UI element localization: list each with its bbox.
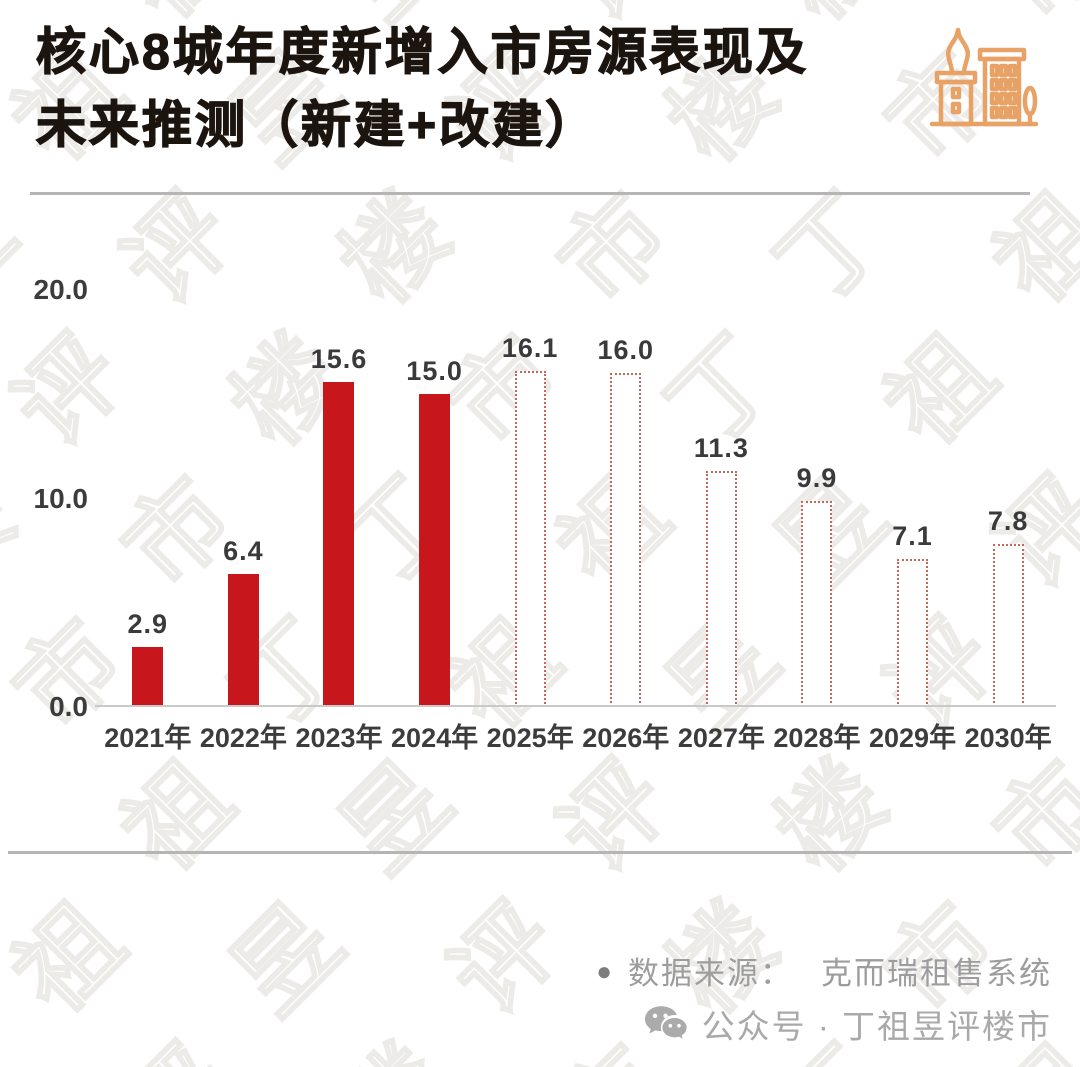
header-divider (30, 192, 1030, 195)
wechat-account-label: 公众号 · 丁祖昱评楼市 (701, 1008, 1052, 1045)
bar-forecast-2028年 (801, 501, 833, 707)
title-line-1: 核心8城年度新增入市房源表现及 (35, 23, 809, 80)
wechat-icon-svg (644, 1006, 688, 1042)
building-icon (928, 20, 1040, 137)
bar-column: 2.9 (100, 290, 196, 707)
bars-row: 2.9 6.4 15.6 15.0 16.1 16.0 11.3 9.9 7.1 7.8 (100, 290, 1056, 707)
x-category-label: 2026年 (582, 723, 670, 753)
x-category-label: 2029年 (869, 723, 957, 753)
x-category-label: 2030年 (964, 723, 1052, 753)
bar-value-label: 11.3 (693, 433, 749, 463)
bar-value-label: 9.9 (796, 463, 838, 493)
bar-column: 16.0 (578, 290, 674, 707)
x-category-label: 2021年 (104, 723, 192, 753)
bar-forecast-2030年 (992, 544, 1024, 707)
bar-actual-2021年 (132, 647, 164, 707)
x-axis-line (95, 705, 1056, 707)
bar-column: 9.9 (769, 290, 865, 707)
x-category-label: 2022年 (199, 723, 287, 753)
bar-value-label: 16.1 (501, 333, 559, 363)
page-title: 核心8城年度新增入市房源表现及 未来推测（新建+改建） (35, 16, 809, 162)
bar-column: 16.1 (482, 290, 578, 707)
bar-value-label: 15.0 (406, 356, 463, 386)
x-category-label: 2024年 (391, 723, 479, 753)
y-tick-label: 10.0 (33, 483, 89, 514)
x-category-label: 2027年 (677, 723, 765, 753)
bar-actual-2024年 (419, 394, 451, 707)
wechat-account-row: 公众号 · 丁祖昱评楼市 (644, 1000, 1052, 1048)
y-tick-label: 0.0 (49, 691, 88, 722)
source-label: 数据来源： (628, 956, 793, 991)
bar-forecast-2026年 (610, 373, 642, 707)
y-tick-label: 20.0 (33, 274, 89, 305)
bar-column: 15.0 (387, 290, 483, 707)
bar-value-label: 16.0 (597, 335, 655, 365)
source-value: 克而瑞租售系统 (821, 956, 1052, 991)
categories-row: 2021年 2022年 2023年 2024年 2025年 2026年 2027年 2028年… (100, 716, 1056, 755)
x-category-label: 2025年 (486, 723, 574, 753)
title-line-2: 未来推测（新建+改建） (35, 96, 599, 153)
bar-value-label: 15.6 (310, 344, 368, 374)
bar-value-label: 7.1 (892, 521, 933, 551)
bar-column: 6.4 (196, 290, 292, 707)
bar-column: 15.6 (291, 290, 387, 707)
bar-forecast-2027年 (705, 471, 737, 707)
wechat-icon (644, 1004, 690, 1044)
data-source-row: ● 数据来源： 克而瑞租售系统 (596, 948, 1052, 993)
bar-value-label: 7.8 (987, 506, 1029, 536)
bar-column: 7.8 (960, 290, 1056, 707)
bar-actual-2022年 (227, 574, 259, 707)
bar-forecast-2029年 (897, 559, 929, 707)
bar-column: 7.1 (865, 290, 961, 707)
bar-actual-2023年 (323, 382, 355, 707)
bar-value-label: 6.4 (223, 536, 264, 566)
building-icon-svg (929, 27, 1039, 127)
bar-column: 11.3 (674, 290, 770, 707)
footer-divider (8, 851, 1072, 854)
x-category-label: 2028年 (773, 723, 861, 753)
x-category-label: 2023年 (295, 723, 383, 753)
bar-forecast-2025年 (514, 371, 546, 707)
bar-value-label: 2.9 (127, 609, 169, 639)
bullet-icon: ● (596, 955, 612, 986)
